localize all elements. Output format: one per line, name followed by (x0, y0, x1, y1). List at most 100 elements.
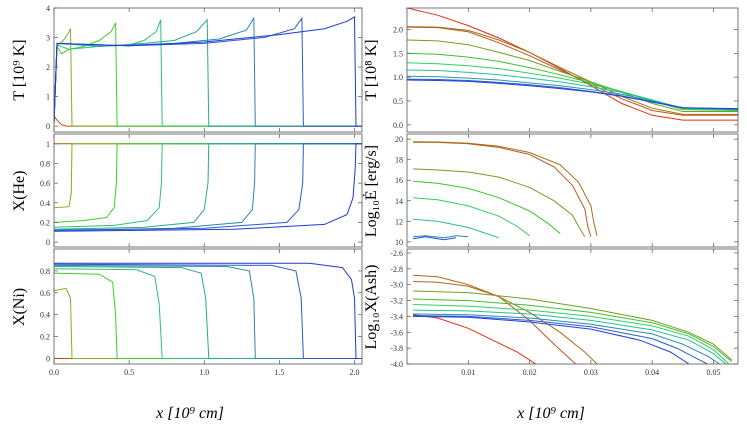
right_E-series-group (413, 141, 598, 241)
right_Ash-series-7 (413, 313, 720, 364)
right_T-ytick-label: 1.0 (393, 73, 403, 82)
right-x-axis-label: x [10⁹ cm] (516, 405, 585, 422)
right_T-series-7 (407, 75, 738, 111)
right_Ash-series-2 (413, 281, 598, 364)
right_Ash-ytick-label: -4.0 (390, 360, 403, 369)
left_Ni-ytick-label: 0 (46, 355, 50, 364)
left_He-series-5 (54, 143, 362, 231)
left_He-y-axis-label: X(He) (11, 171, 28, 212)
right_T-frame (406, 7, 739, 133)
left_Ni-ytick-label: 0.6 (40, 289, 50, 298)
left_Ni-y-axis-label: X(Ni) (11, 288, 28, 326)
right_T-series-4 (407, 52, 738, 111)
right_Ash-series-group (413, 274, 733, 364)
left_He-ytick-label: 0.2 (40, 218, 50, 227)
left_He-frame (53, 133, 363, 248)
right_E-ytick-label: 20 (395, 135, 403, 144)
left_T-y-axis-label: T [10⁹ K] (11, 39, 28, 100)
left_He-ytick-label: 0 (46, 238, 50, 247)
left_T-ytick-label: 0 (46, 122, 50, 131)
left_Ni-series-3 (54, 268, 362, 359)
right_E-ytick-label: 14 (395, 197, 403, 206)
left_He-series-group (54, 143, 362, 232)
left_Ni-series-6 (54, 263, 362, 359)
left_He-panel: 0 0.2 0.4 0.6 0.8 1 X(He) (11, 133, 363, 248)
right_Ash-y-axis-label: Log₁₀X(Ash) (363, 265, 380, 350)
right_T-series-3 (407, 39, 738, 112)
left_He-series-3 (54, 143, 362, 228)
left_He-ytick-label: 0.8 (40, 159, 50, 168)
left_T-panel: 0 1 2 3 4 T [10⁹ K] (11, 4, 363, 133)
right_T-y-axis-label: T [10⁸ K] (363, 39, 380, 100)
right_Ash-panel: -4.0 -3.8 -3.6 -3.4 -3.2 -3.0 -2.8 -2.6 0.01 0.02… (363, 248, 739, 377)
right_Ash-xtick-label: 0.04 (645, 368, 659, 377)
left_Ni-xtick-label: 0.0 (49, 368, 59, 377)
left-x-axis-label: x [10⁹ cm] (155, 405, 224, 422)
right_T-series-group (407, 8, 738, 121)
right_E-y-axis-label: Log₁₀Ė [erg/s] (362, 145, 380, 237)
right_Ash-frame (406, 248, 739, 365)
right_Ash-series-3 (413, 290, 733, 361)
right_T-series-5 (407, 62, 738, 111)
right_T-ytick-label: 0.0 (393, 121, 403, 130)
left_Ni-series-5 (54, 264, 362, 359)
left_T-series-3 (54, 19, 362, 127)
right_Ash-ytick-label: -3.2 (390, 297, 403, 306)
left_Ni-xtick-label: 0.5 (124, 368, 134, 377)
right_Ash-series-4 (413, 298, 733, 362)
right_T-ytick-label: 0.5 (393, 97, 403, 106)
right_Ash-xtick-label: 0.02 (523, 368, 537, 377)
right_E-ytick-label: 16 (395, 176, 403, 185)
right_Ash-ytick-label: -3.0 (390, 281, 403, 290)
left_Ni-series-4 (54, 266, 362, 359)
right_Ash-series-0 (413, 314, 536, 364)
left_T-ytick-label: 4 (46, 4, 50, 13)
left_T-ytick-label: 1 (46, 93, 50, 102)
right_E-frame (406, 133, 739, 248)
left_T-series-0 (54, 115, 362, 127)
right_E-series-0 (413, 141, 592, 237)
right_Ash-series-5 (413, 304, 730, 364)
left_T-series-group (54, 16, 362, 127)
left_He-series-7 (54, 143, 362, 232)
right_Ash-ytick-label: -3.6 (390, 328, 403, 337)
right_E-series-4 (413, 197, 530, 237)
right_Ash-ytick-label: -2.8 (390, 265, 403, 274)
left_He-ytick-label: 0.4 (40, 199, 50, 208)
left_T-series-4 (54, 18, 362, 127)
left_T-ytick-label: 2 (46, 63, 50, 72)
left_He-ytick-label: 0.6 (40, 179, 50, 188)
right_T-ytick-label: 2.0 (393, 25, 403, 34)
left_T-series-2 (54, 22, 362, 127)
right_E-ytick-label: 18 (395, 156, 403, 165)
left_Ni-xtick-label: 2.0 (349, 368, 359, 377)
left_Ni-ytick-label: 0.2 (40, 333, 50, 342)
right_Ash-series-6 (413, 309, 727, 364)
left_Ni-series-group (54, 262, 362, 359)
right_T-ytick-label: 1.5 (393, 49, 403, 58)
right_Ash-ytick-label: -3.4 (390, 312, 403, 321)
right_T-series-9 (407, 79, 738, 110)
left_T-ytick-label: 3 (46, 34, 50, 43)
right_E-series-5 (413, 218, 500, 239)
left_He-ytick-label: 1 (46, 140, 50, 149)
left_Ni-series-7 (54, 262, 362, 359)
right_Ash-xtick-label: 0.03 (584, 368, 598, 377)
right_E-series-1 (413, 141, 598, 236)
right_Ash-xtick-label: 0.05 (706, 368, 720, 377)
right_E-ytick-label: 10 (395, 238, 403, 247)
left_He-series-4 (54, 143, 362, 230)
left_Ni-panel: 0 0.2 0.4 0.6 0.8 0.0 0.5 1.0 1.5 2.0 X(Ni) (11, 248, 363, 377)
right_Ash-ytick-label: -2.6 (390, 249, 403, 258)
right_E-series-3 (413, 180, 561, 234)
right_T-series-2 (407, 26, 738, 115)
left_Ni-frame (53, 248, 363, 365)
left_Ni-ytick-label: 0.4 (40, 311, 50, 320)
right_T-series-1 (407, 26, 738, 116)
left_He-series-6 (54, 143, 362, 231)
left_Ni-xtick-label: 1.0 (199, 368, 209, 377)
right_E-ytick-label: 12 (395, 217, 403, 226)
right_E-series-6 (413, 235, 469, 239)
